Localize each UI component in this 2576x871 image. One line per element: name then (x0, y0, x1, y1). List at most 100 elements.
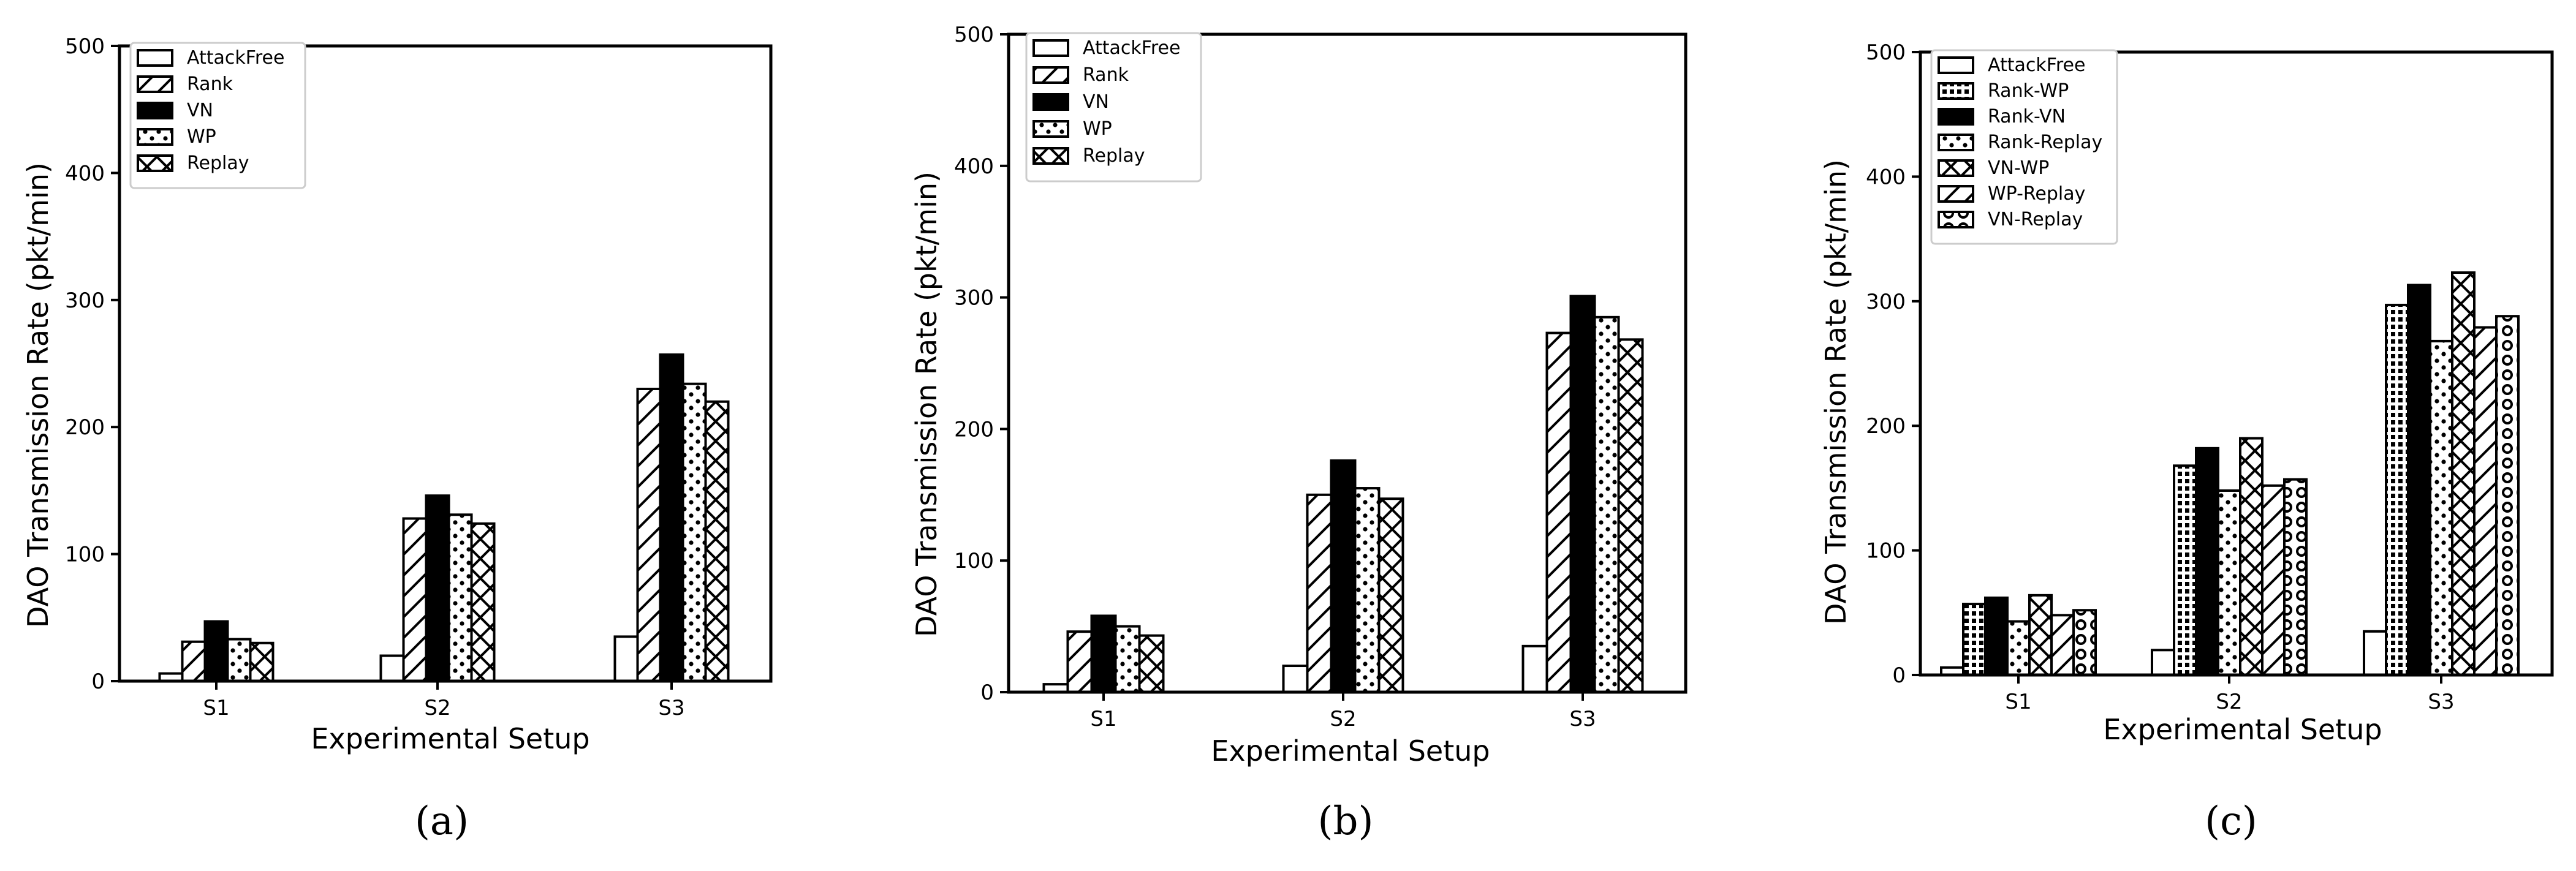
y-tick-label: 100 (1866, 539, 1906, 564)
legend-label-rank-replay: Rank-Replay (1988, 132, 2102, 153)
x-axis-title: Experimental Setup (2103, 713, 2382, 746)
bar-vn-wp-s3 (2451, 271, 2476, 676)
panel-label: (a) (415, 799, 469, 844)
bar-vn-s2 (425, 494, 450, 682)
bar-wp-s3 (681, 382, 707, 683)
y-tick-label: 400 (1866, 165, 1906, 189)
x-tick-label: S3 (658, 696, 684, 720)
y-tick-label: 500 (954, 23, 994, 47)
bar-rank-s1 (181, 640, 206, 683)
legend-label-attackfree: AttackFree (1988, 55, 2085, 76)
chart-panel-c: DAO Transmission Rate (pkt/min) Experime… (1819, 40, 2554, 844)
bar-vn-s3 (659, 353, 684, 682)
legend-swatch-replay (137, 154, 173, 172)
legend-swatch-vn (137, 102, 173, 119)
bar-wp-s1 (226, 638, 252, 682)
bar-wp-s3 (1593, 315, 1620, 693)
x-tick-label: S2 (424, 696, 450, 720)
y-tick-label: 200 (65, 415, 105, 440)
x-tick-label: S1 (203, 696, 229, 720)
x-tick-label: S2 (2216, 690, 2242, 714)
bar-replay-s2 (1377, 497, 1404, 694)
y-tick-label: 300 (65, 288, 105, 313)
bar-replay-s2 (470, 522, 496, 682)
legend-swatch-vn-replay (1938, 211, 1974, 228)
bar-rank-vn-s2 (2195, 447, 2219, 676)
x-tick-label: S1 (1090, 707, 1116, 731)
bar-replay-s3 (704, 400, 730, 682)
legend-box (1025, 32, 1202, 183)
x-tick-label: S3 (1569, 707, 1596, 731)
legend-label-rank: Rank (1083, 64, 1129, 86)
bar-attackfree-s3 (2363, 630, 2387, 677)
plot-frame (1007, 32, 1688, 694)
legend-label-wp-replay: WP-Replay (1988, 183, 2085, 205)
bar-wp-replay-s2 (2261, 484, 2286, 676)
legend-label-attackfree: AttackFree (1083, 37, 1180, 59)
bar-wp-replay-s1 (2050, 614, 2075, 676)
bar-vn-replay-s1 (2072, 609, 2097, 676)
y-tick-label: 200 (1866, 414, 1906, 439)
y-axis-title: DAO Transmission Rate (pkt/min) (1819, 159, 1852, 625)
y-axis-title: DAO Transmission Rate (pkt/min) (910, 172, 943, 637)
bar-attackfree-s2 (2151, 649, 2175, 676)
y-tick-label: 0 (1892, 663, 1906, 688)
plot-frame (118, 44, 773, 683)
legend-swatch-vn-wp (1938, 159, 1974, 177)
legend-swatch-vn (1032, 93, 1069, 111)
legend-label-vn: VN (187, 100, 213, 121)
legend-label-wp: WP (187, 126, 216, 148)
bar-attackfree-s3 (1521, 644, 1548, 693)
legend-swatch-attackfree (1938, 56, 1974, 74)
bar-vn-replay-s3 (2495, 315, 2520, 676)
bar-wp-replay-s3 (2473, 326, 2498, 676)
bar-replay-s1 (249, 641, 275, 683)
legend-swatch-rank-replay (1938, 134, 1974, 151)
legend-label-vn: VN (1083, 91, 1109, 113)
x-tick-label: S1 (2005, 690, 2031, 714)
bar-rank-wp-s1 (1962, 603, 1987, 677)
bar-rank-replay-s3 (2429, 339, 2453, 676)
legend-label-vn-wp: VN-WP (1988, 157, 2049, 179)
y-tick-label: 400 (954, 154, 994, 179)
legend-swatch-rank-vn (1938, 108, 1974, 126)
chart-panel-a: DAO Transmission Rate (pkt/min) Experime… (21, 34, 773, 844)
bar-vn-s2 (1330, 459, 1357, 694)
panel-label: (c) (2205, 799, 2257, 844)
legend-box (1930, 49, 2118, 245)
bar-vn-wp-s2 (2239, 437, 2263, 676)
bar-rank-vn-s1 (1984, 596, 2009, 677)
bar-replay-s1 (1138, 634, 1165, 693)
bar-rank-wp-s3 (2385, 303, 2409, 677)
legend-label-replay: Replay (187, 153, 249, 174)
bar-vn-wp-s1 (2028, 594, 2053, 676)
y-tick-label: 200 (954, 417, 994, 442)
x-tick-label: S3 (2428, 690, 2454, 714)
panel-label: (b) (1318, 799, 1374, 844)
legend-swatch-attackfree (1032, 39, 1069, 57)
y-tick-label: 300 (954, 286, 994, 311)
legend-swatch-rank (1032, 66, 1069, 84)
bar-vn-s1 (203, 620, 229, 682)
bar-rank-replay-s2 (2217, 489, 2241, 677)
y-tick-label: 0 (91, 669, 105, 694)
legend-label-rank: Rank (187, 74, 233, 95)
bar-rank-s2 (1306, 493, 1333, 693)
bar-attackfree-s2 (379, 654, 405, 683)
y-tick-label: 300 (1866, 290, 1906, 314)
bar-rank-wp-s2 (2173, 464, 2197, 677)
legend-box (129, 42, 306, 189)
y-tick-label: 100 (954, 549, 994, 573)
bar-rank-s3 (636, 387, 662, 682)
bar-wp-s1 (1114, 625, 1141, 693)
legend-label-replay: Replay (1083, 145, 1145, 167)
legend-swatch-rank (137, 75, 173, 93)
legend-label-attackfree: AttackFree (187, 47, 284, 69)
legend-swatch-wp (137, 128, 173, 146)
bar-wp-s2 (447, 513, 473, 683)
y-tick-label: 0 (980, 681, 994, 705)
chart-panel-b: DAO Transmission Rate (pkt/min) Experime… (910, 23, 1688, 844)
bar-vn-s3 (1569, 295, 1596, 693)
y-tick-label: 500 (1866, 40, 1906, 65)
